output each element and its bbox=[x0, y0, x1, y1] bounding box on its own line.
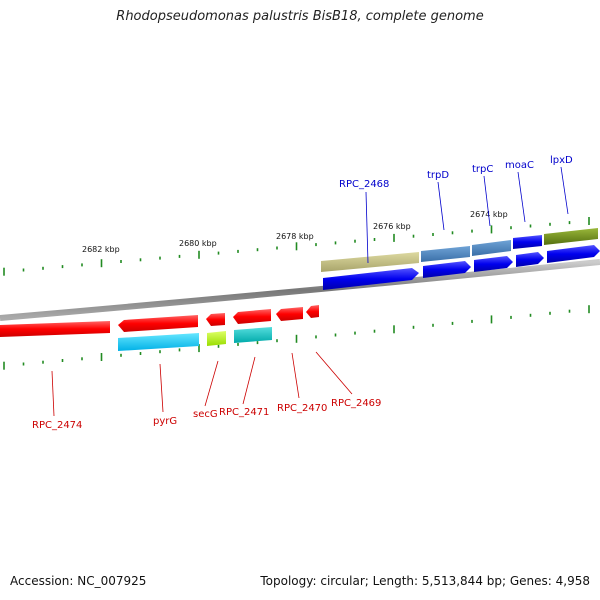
gene-label-RPC_2471: RPC_2471 bbox=[219, 407, 269, 418]
cog-feature-lime[interactable] bbox=[207, 331, 226, 346]
gene-label-moaC: moaC bbox=[505, 160, 534, 171]
gene-RPC_2468[interactable] bbox=[323, 268, 419, 290]
gene-RPC_2469[interactable] bbox=[306, 305, 319, 318]
cog-feature-blue[interactable] bbox=[513, 235, 542, 249]
gene-RPC_2470[interactable] bbox=[276, 307, 303, 321]
gene-label-lpxD: lpxD bbox=[550, 155, 573, 166]
cog-feature-cyan[interactable] bbox=[118, 333, 199, 351]
gene-moaC[interactable] bbox=[516, 252, 544, 267]
leader-moaC bbox=[517, 171, 526, 223]
scale-label-2682: 2682 kbp bbox=[82, 245, 120, 254]
cog-feature-teal[interactable] bbox=[234, 327, 272, 343]
gene-RPC_2474[interactable] bbox=[0, 321, 110, 337]
accession-text: Accession: NC_007925 bbox=[10, 574, 147, 588]
leader-RPC_2474 bbox=[51, 370, 55, 417]
cog-feature-steel-1[interactable] bbox=[421, 246, 470, 262]
cog-feature-steel-2[interactable] bbox=[472, 240, 511, 256]
gene-label-RPC_2469: RPC_2469 bbox=[331, 398, 381, 409]
gene-label-trpD: trpD bbox=[427, 170, 449, 181]
leader-lpxD bbox=[560, 166, 569, 215]
map-title: Rhodopseudomonas palustris BisB18, compl… bbox=[116, 9, 484, 24]
scale-label-2680: 2680 kbp bbox=[179, 239, 217, 248]
gene-label-secG: secG bbox=[193, 409, 218, 420]
leader-RPC_2470 bbox=[291, 352, 300, 399]
leader-pyrG bbox=[159, 363, 164, 413]
leader-trpC bbox=[483, 175, 491, 227]
cog-feature-olive[interactable] bbox=[544, 228, 598, 245]
gene-RPC_2471[interactable] bbox=[233, 309, 271, 324]
gene-label-RPC_2470: RPC_2470 bbox=[277, 403, 327, 414]
gene-label-trpC: trpC bbox=[472, 164, 493, 175]
gene-lpxD[interactable] bbox=[547, 245, 600, 263]
leader-RPC_2469 bbox=[315, 351, 353, 395]
gene-label-pyrG: pyrG bbox=[153, 416, 177, 427]
gene-trpD[interactable] bbox=[423, 261, 471, 278]
leader-RPC_2468 bbox=[365, 191, 369, 264]
gene-secG[interactable] bbox=[206, 313, 225, 326]
scale-label-2676: 2676 kbp bbox=[373, 222, 411, 231]
leader-secG bbox=[204, 360, 219, 407]
genome-backbone bbox=[0, 259, 600, 321]
cog-feature-khaki[interactable] bbox=[321, 252, 419, 272]
leader-RPC_2471 bbox=[242, 356, 256, 405]
gene-pyrG[interactable] bbox=[118, 315, 198, 332]
scale-label-2678: 2678 kbp bbox=[276, 232, 314, 241]
gene-trpC[interactable] bbox=[474, 256, 513, 272]
gene-label-RPC_2474: RPC_2474 bbox=[32, 420, 82, 431]
upper-ticks bbox=[3, 217, 590, 276]
topology-text: Topology: circular; Length: 5,513,844 bp… bbox=[260, 574, 590, 588]
leader-trpD bbox=[437, 181, 445, 231]
gene-label-RPC_2468: RPC_2468 bbox=[339, 179, 389, 190]
lower-ticks bbox=[3, 305, 590, 370]
